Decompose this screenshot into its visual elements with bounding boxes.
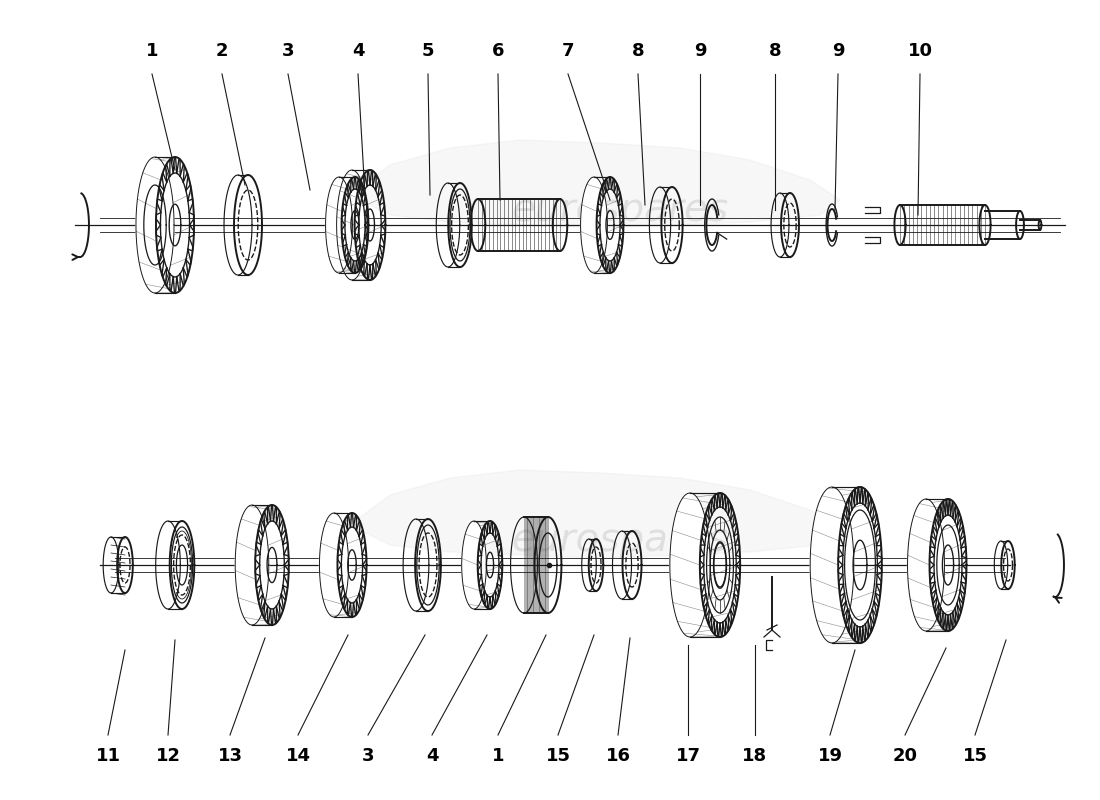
Text: 15: 15 [962, 747, 988, 765]
Text: 9: 9 [694, 42, 706, 60]
Text: 19: 19 [817, 747, 843, 765]
Text: 3: 3 [282, 42, 295, 60]
Text: 6: 6 [492, 42, 504, 60]
Polygon shape [670, 493, 711, 637]
Text: 8: 8 [769, 42, 781, 60]
Text: 5: 5 [421, 42, 434, 60]
Polygon shape [319, 513, 349, 617]
Text: 8: 8 [631, 42, 645, 60]
Text: 4: 4 [352, 42, 364, 60]
Text: 9: 9 [832, 42, 845, 60]
Text: eurospares: eurospares [512, 191, 728, 229]
Text: 2: 2 [216, 42, 229, 60]
Text: eurospares: eurospares [512, 521, 728, 559]
Text: 4: 4 [426, 747, 438, 765]
Text: 20: 20 [892, 747, 917, 765]
Text: 18: 18 [742, 747, 768, 765]
Text: 12: 12 [155, 747, 180, 765]
Text: 11: 11 [96, 747, 121, 765]
Text: 13: 13 [218, 747, 242, 765]
Polygon shape [350, 140, 840, 228]
Polygon shape [326, 177, 352, 273]
Text: 1: 1 [145, 42, 158, 60]
Polygon shape [811, 487, 854, 643]
Polygon shape [136, 157, 174, 293]
Text: 1: 1 [492, 747, 504, 765]
Text: 16: 16 [605, 747, 630, 765]
Text: 15: 15 [546, 747, 571, 765]
Polygon shape [337, 170, 367, 280]
Text: 10: 10 [908, 42, 933, 60]
Text: 3: 3 [362, 747, 374, 765]
Polygon shape [462, 521, 486, 609]
Text: 17: 17 [675, 747, 701, 765]
Polygon shape [350, 470, 840, 558]
Polygon shape [235, 505, 268, 625]
Polygon shape [908, 499, 945, 631]
Polygon shape [581, 177, 607, 273]
Text: 14: 14 [286, 747, 310, 765]
Text: 7: 7 [562, 42, 574, 60]
